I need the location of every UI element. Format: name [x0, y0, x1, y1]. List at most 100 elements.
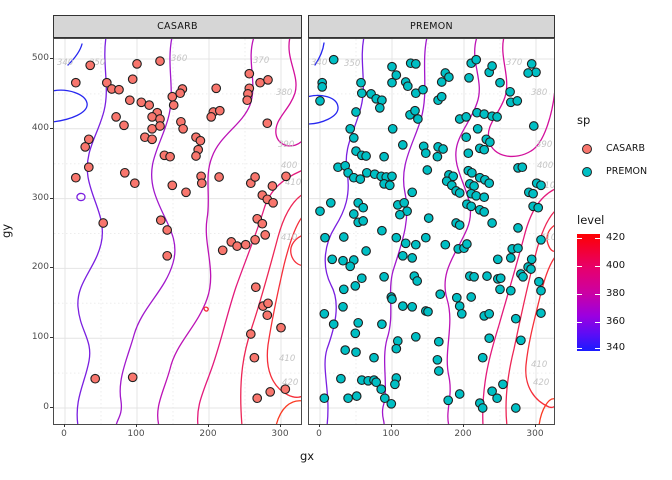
data-point — [350, 281, 361, 291]
contour-label: 370 — [253, 56, 269, 66]
x-tick-mark — [64, 424, 65, 427]
x-tick-mark — [463, 424, 464, 427]
data-point — [410, 331, 421, 342]
data-point — [444, 72, 454, 82]
data-point — [327, 254, 338, 265]
data-point — [435, 289, 446, 300]
data-point — [454, 389, 465, 399]
data-point — [436, 91, 447, 102]
contour-label: 400 — [537, 161, 553, 171]
data-point — [407, 187, 418, 198]
data-point — [361, 246, 371, 256]
data-point — [510, 403, 521, 413]
colorbar-tick-mark — [595, 348, 600, 349]
data-point — [413, 114, 423, 124]
data-point — [167, 91, 178, 102]
data-point — [387, 171, 397, 182]
data-point — [144, 100, 155, 110]
data-point — [451, 292, 462, 303]
data-point — [392, 336, 403, 346]
data-point — [513, 243, 523, 254]
data-point — [454, 188, 465, 198]
data-point — [358, 216, 369, 226]
data-point — [432, 151, 443, 162]
data-point — [111, 112, 121, 122]
data-point — [90, 373, 101, 384]
x-tick-mark — [535, 424, 536, 427]
data-point — [467, 167, 477, 178]
colorbar-tick-mark — [595, 266, 600, 267]
contour-label: 340 — [57, 58, 73, 68]
data-point — [418, 84, 428, 95]
contour-label: 410 — [531, 360, 547, 370]
data-point — [328, 54, 339, 65]
data-point — [533, 202, 544, 213]
data-point — [240, 239, 251, 250]
data-point — [484, 178, 495, 189]
data-point — [280, 384, 291, 395]
data-point — [391, 232, 402, 243]
data-point — [132, 59, 142, 69]
plot-panel-casarb: 340 350 360 370 380 390 400 410 410 410 420 — [53, 38, 302, 425]
data-point — [338, 284, 349, 295]
data-point — [438, 144, 448, 154]
data-point — [487, 386, 497, 397]
contour-label: 400 — [281, 161, 297, 171]
colorbar-tick-mark — [577, 294, 582, 295]
data-point — [338, 232, 349, 242]
data-point — [407, 253, 418, 263]
data-point — [531, 67, 541, 78]
data-point — [255, 77, 265, 88]
x-axis-title: gx — [299, 449, 315, 463]
contour-label: 410 — [540, 233, 554, 243]
data-point — [432, 354, 443, 365]
data-point — [510, 313, 521, 324]
data-point — [412, 276, 423, 286]
data-point — [80, 142, 91, 152]
data-point — [336, 373, 346, 384]
colorbar-tick-label: 380 — [606, 288, 626, 299]
data-point — [340, 345, 351, 355]
data-point — [165, 151, 175, 162]
data-point — [217, 245, 228, 256]
data-point — [245, 329, 256, 339]
data-point — [83, 162, 94, 173]
data-point — [325, 197, 336, 208]
data-point — [315, 206, 325, 217]
legend-key-circle-casarb — [582, 144, 592, 154]
data-point — [391, 70, 402, 80]
data-point — [390, 379, 400, 390]
data-point — [345, 123, 356, 134]
data-point — [498, 379, 508, 390]
data-point — [119, 167, 130, 178]
data-point — [400, 238, 411, 249]
data-point — [260, 230, 271, 240]
data-point — [472, 123, 483, 134]
contour-line-420 — [538, 398, 554, 424]
data-point — [178, 123, 188, 134]
data-point — [397, 301, 408, 311]
contour-label: 420 — [282, 378, 298, 388]
legend-key-circle-premon — [582, 167, 592, 177]
data-point — [162, 225, 173, 235]
data-point — [536, 285, 546, 296]
x-tick-label: 0 — [316, 429, 322, 439]
y-tick-mark — [50, 198, 53, 199]
data-point — [351, 391, 362, 401]
data-point — [265, 387, 276, 397]
contour-label: 350 — [89, 58, 105, 68]
data-point — [155, 121, 165, 131]
colorbar-tick-label: 400 — [606, 260, 626, 271]
data-point — [114, 84, 124, 95]
data-point — [461, 132, 472, 143]
data-point — [355, 174, 366, 184]
contour-line-400 — [240, 194, 301, 424]
y-tick-label: 100 — [31, 332, 49, 343]
data-point — [377, 225, 387, 236]
contour-label: 410 — [281, 233, 297, 243]
data-point — [147, 123, 157, 134]
data-point — [410, 239, 421, 250]
y-tick-label: 400 — [31, 122, 49, 133]
contour-label: 350 — [344, 59, 360, 69]
contour-label: 410 — [539, 181, 554, 191]
